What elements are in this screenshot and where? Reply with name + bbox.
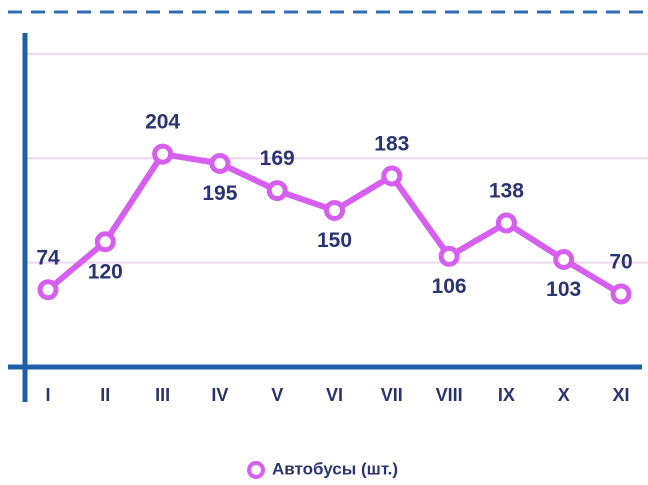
point	[381, 165, 403, 187]
value-label: 138	[489, 180, 524, 203]
value-label: 195	[202, 182, 237, 205]
point	[495, 212, 517, 234]
value-label: 150	[317, 229, 352, 252]
point	[94, 231, 116, 253]
x-tick-label: VIII	[436, 385, 463, 405]
point	[37, 279, 59, 301]
x-tick-label: X	[558, 385, 570, 405]
point	[266, 180, 288, 202]
point	[152, 143, 174, 165]
point	[324, 199, 345, 221]
x-tick-label: XI	[612, 385, 629, 405]
x-tick-label: III	[155, 385, 170, 405]
point	[438, 245, 460, 267]
legend-label: Автобусы (шт.)	[272, 459, 398, 478]
value-label: 103	[546, 278, 581, 301]
value-label: 169	[260, 147, 295, 170]
x-tick-label: IV	[211, 385, 228, 405]
x-tick-label: VII	[381, 385, 403, 405]
point	[209, 152, 231, 174]
value-label: 120	[88, 260, 123, 283]
x-tick-label: VI	[326, 385, 343, 405]
legend-marker	[247, 461, 265, 479]
point	[553, 248, 575, 270]
x-tick-label: I	[45, 385, 50, 405]
point	[610, 283, 632, 305]
x-tick-label: II	[100, 385, 110, 405]
x-tick-label: IX	[498, 385, 515, 405]
value-label: 70	[609, 250, 632, 273]
x-tick-label: V	[271, 385, 283, 405]
value-label: 74	[36, 246, 60, 269]
value-label: 204	[145, 111, 180, 134]
series-line	[46, 151, 623, 297]
value-label: 183	[374, 133, 409, 156]
value-label: 106	[432, 275, 467, 298]
